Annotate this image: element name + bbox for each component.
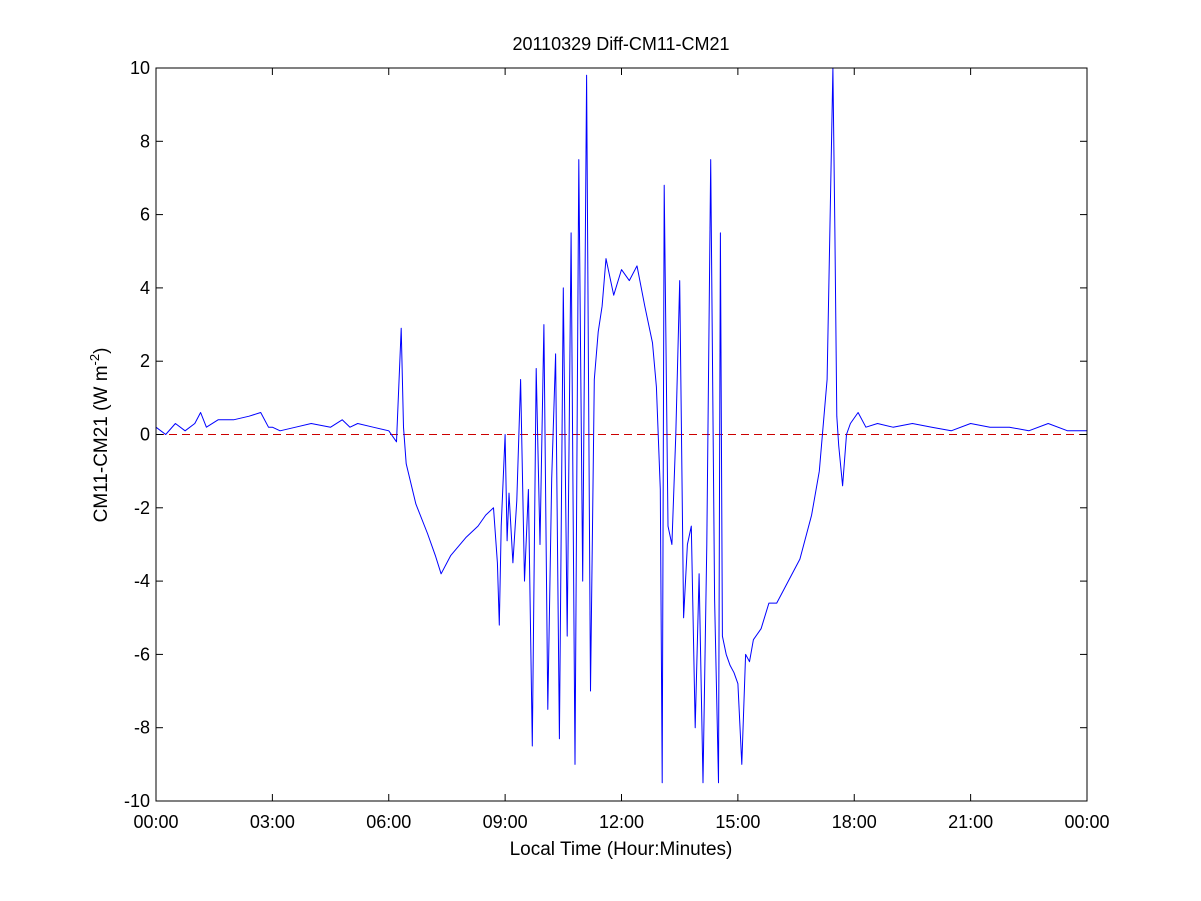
y-axis-ticks: -10 -8 -6 -4 -2 0 2 4 6 8 10: [124, 58, 1087, 811]
x-tick-label: 18:00: [832, 812, 877, 832]
chart-title: 20110329 Diff-CM11-CM21: [512, 34, 729, 54]
x-tick-label: 12:00: [599, 812, 644, 832]
y-tick-label: 2: [140, 351, 150, 371]
x-axis-ticks: 00:00 03:00 06:00 09:00 12:00 15:00 18:00 21:00…: [133, 68, 1110, 832]
y-tick-label: -2: [134, 498, 150, 518]
x-tick-label: 09:00: [483, 812, 528, 832]
y-tick-label: 10: [130, 58, 150, 78]
x-tick-label: 06:00: [366, 812, 411, 832]
y-axis-label-suffix: ): [91, 348, 112, 354]
y-tick-label: -10: [124, 791, 150, 811]
x-tick-label: 21:00: [948, 812, 993, 832]
x-tick-label: 00:00: [1064, 812, 1109, 832]
y-axis-label-superscript: -2: [87, 354, 102, 366]
y-tick-label: 8: [140, 131, 150, 151]
x-tick-label: 15:00: [715, 812, 760, 832]
y-tick-label: 6: [140, 205, 150, 225]
y-tick-label: -4: [134, 571, 150, 591]
y-axis-label-base: CM11-CM21 (W m: [91, 365, 112, 522]
x-tick-label: 00:00: [133, 812, 178, 832]
x-tick-label: 03:00: [250, 812, 295, 832]
y-tick-label: 4: [140, 278, 150, 298]
x-axis-label: Local Time (Hour:Minutes): [510, 839, 733, 860]
y-tick-label: -8: [134, 718, 150, 738]
y-tick-label: -6: [134, 644, 150, 664]
y-axis-label: CM11-CM21 (W m-2): [87, 348, 112, 523]
y-tick-label: 0: [140, 425, 150, 445]
series-line-0: [156, 68, 1087, 784]
plot-layer: [156, 68, 1087, 784]
series-layer: [156, 68, 1087, 784]
